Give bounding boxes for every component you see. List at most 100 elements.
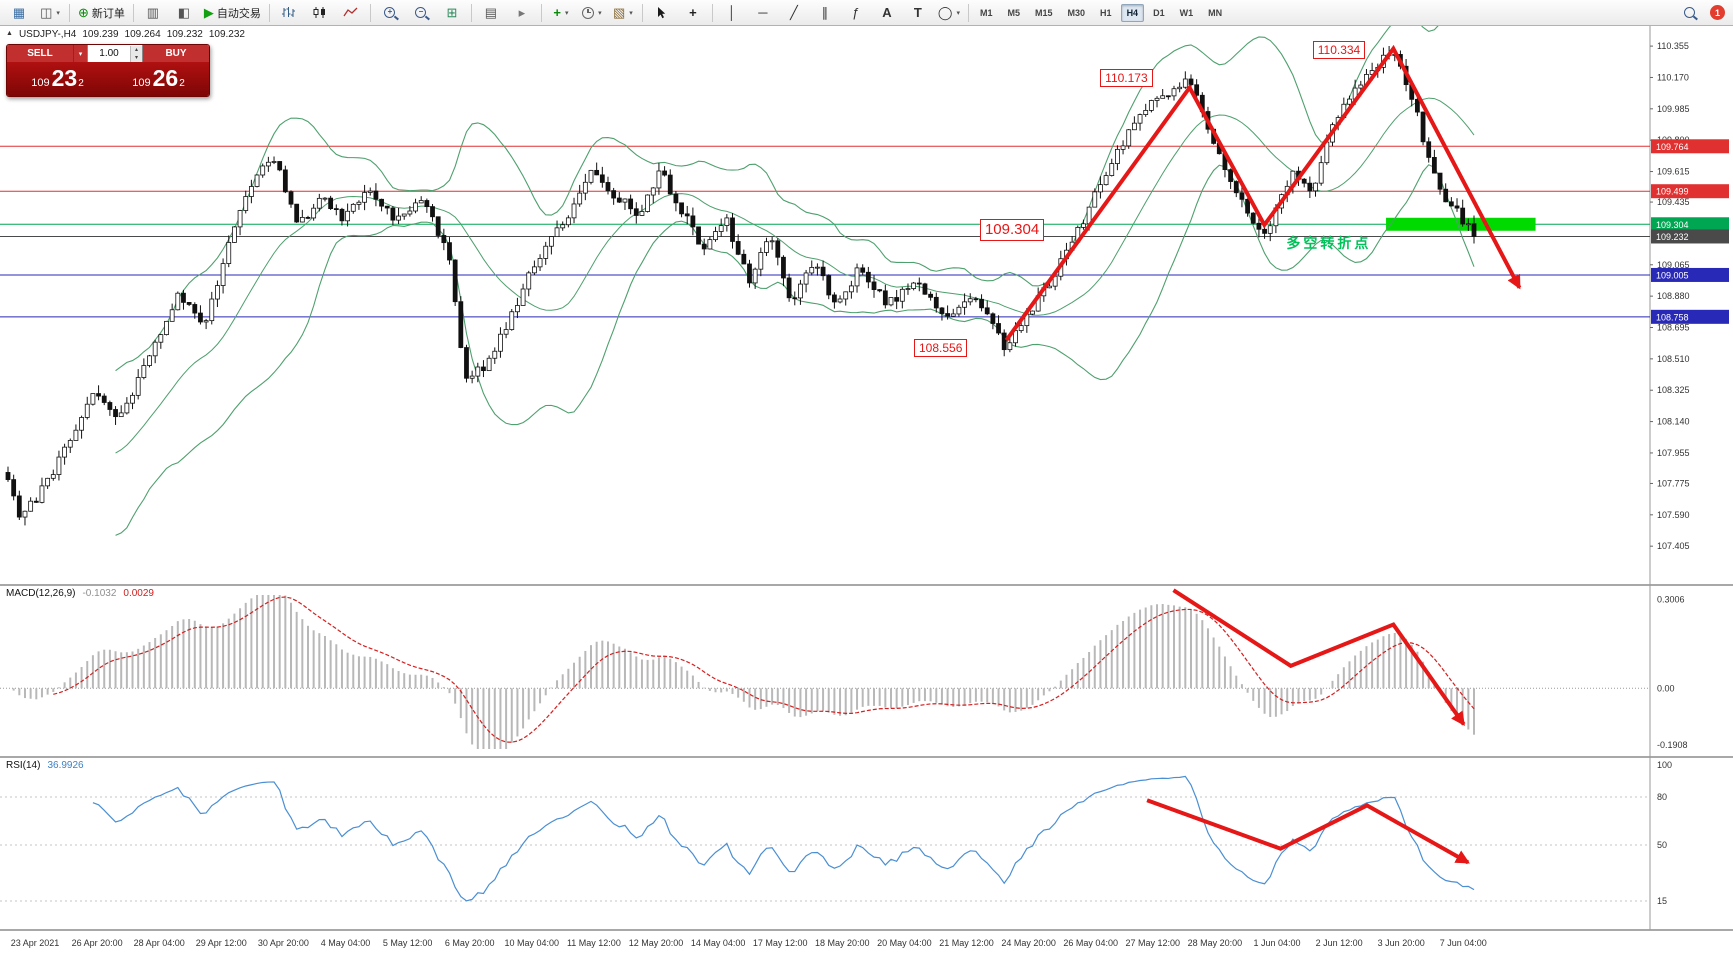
time-axis[interactable]: 23 Apr 2021 26 Apr 20:00 28 Apr 04:00 29 Ap… — [11, 938, 1487, 948]
market-watch-button[interactable]: ▥ — [138, 2, 168, 24]
svg-text:107.775: 107.775 — [1657, 478, 1690, 488]
new-order-button[interactable]: ⊕ 新订单 — [74, 2, 129, 24]
svg-text:2 Jun 12:00: 2 Jun 12:00 — [1316, 938, 1363, 948]
vertical-line-button[interactable]: │ — [717, 2, 747, 24]
fibonacci-button[interactable]: ƒ — [841, 2, 871, 24]
tile-windows-icon: ⊞ — [446, 5, 458, 20]
svg-text:24 May 20:00: 24 May 20:00 — [1001, 938, 1056, 948]
line-chart-button[interactable] — [336, 2, 366, 24]
macd-layer: 0.3006 0.00 -0.1908 — [0, 594, 1688, 750]
order-type-dropdown[interactable]: ▾ — [73, 45, 87, 62]
equidistant-channel-icon: ∥ — [821, 5, 829, 20]
data-window-button[interactable]: ▤ — [476, 2, 506, 24]
sell-price-sup: 2 — [78, 78, 84, 89]
shapes-icon: ◯ — [937, 5, 953, 20]
svg-text:10 May 04:00: 10 May 04:00 — [505, 938, 560, 948]
svg-text:5 May 12:00: 5 May 12:00 — [383, 938, 433, 948]
stepper-up-icon[interactable]: ▴ — [131, 45, 142, 54]
buy-price[interactable]: 109 26 2 — [108, 62, 209, 96]
timeframe-mn-button[interactable]: MN — [1208, 7, 1223, 18]
toolbar-groups: ▦ ◫ ▾ ⊕ 新订单 ▥ ◧ ▶ 自动交易 + − ⊞ ▤ ▸ + ▾ ▾ ▧ ▾ + │ ─ ╱ ∥ ƒ A T ◯ ▾ M1 M5 M1… — [4, 2, 1229, 24]
svg-text:29 Apr 12:00: 29 Apr 12:00 — [196, 938, 247, 948]
sell-price[interactable]: 109 23 2 — [7, 62, 108, 96]
crosshair-button[interactable]: + — [678, 2, 708, 24]
zoom-out-icon: − — [415, 7, 427, 18]
timeframe-h4-button[interactable]: H4 — [1120, 3, 1145, 22]
svg-text:100: 100 — [1657, 760, 1672, 770]
svg-text:3 Jun 20:00: 3 Jun 20:00 — [1378, 938, 1425, 948]
chart-note-text[interactable]: 多空转折点 — [1286, 235, 1372, 252]
timeframe-h1-button[interactable]: H1 — [1100, 7, 1112, 18]
chart-window: 110.355110.170109.985109.800109.615109.4… — [0, 26, 1733, 955]
macd-signal-value: 0.0029 — [123, 588, 154, 599]
svg-text:28 May 20:00: 28 May 20:00 — [1188, 938, 1243, 948]
svg-text:109.005: 109.005 — [1656, 270, 1689, 280]
chart-canvas[interactable]: 110.355110.170109.985109.800109.615109.4… — [0, 26, 1733, 955]
price-annotation-108556[interactable]: 108.556 — [913, 338, 968, 357]
svg-text:109.499: 109.499 — [1656, 187, 1689, 197]
candlestick-chart-button[interactable] — [305, 2, 335, 24]
svg-text:20 May 04:00: 20 May 04:00 — [877, 938, 932, 948]
zoom-in-button[interactable]: + — [375, 2, 405, 24]
templates-button[interactable]: ▧ ▾ — [608, 2, 638, 24]
toolbar-separator — [641, 3, 643, 22]
shapes-button[interactable]: ◯ ▾ — [934, 2, 964, 24]
tile-windows-button[interactable]: ⊞ — [437, 2, 467, 24]
rsi-label: RSI(14) — [6, 760, 41, 771]
horizontal-line-button[interactable]: ─ — [748, 2, 778, 24]
lot-size-field[interactable]: 1.00 ▴ ▾ — [87, 45, 143, 62]
svg-text:0.3006: 0.3006 — [1657, 594, 1685, 604]
search-button[interactable] — [1674, 2, 1704, 24]
chart-shift-button[interactable]: ▸ — [507, 2, 537, 24]
svg-text:-0.1908: -0.1908 — [1657, 740, 1688, 750]
navigator-button[interactable]: ◧ — [169, 2, 199, 24]
chart-profiles-dropdown-icon: ▾ — [56, 9, 60, 17]
expand-arrow-icon[interactable]: ▲ — [6, 30, 13, 37]
svg-text:107.405: 107.405 — [1657, 541, 1690, 551]
horizontal-lines-layer[interactable] — [0, 145, 1650, 318]
notification-badge[interactable]: 1 — [1710, 5, 1725, 20]
buy-label: BUY — [165, 48, 187, 59]
text-button[interactable]: A — [872, 2, 902, 24]
price-annotation-110173[interactable]: 110.173 — [1100, 69, 1153, 88]
lot-stepper[interactable]: ▴ ▾ — [130, 45, 142, 62]
market-watch-icon: ▥ — [146, 5, 160, 20]
autotrade-button[interactable]: ▶ 自动交易 — [200, 2, 265, 24]
svg-text:110.170: 110.170 — [1657, 72, 1689, 82]
trendline-button[interactable]: ╱ — [779, 2, 809, 24]
new-chart-button[interactable]: ▦ — [4, 2, 34, 24]
timeframe-m15-button[interactable]: M15 — [1035, 7, 1053, 18]
buy-price-prefix: 109 — [132, 77, 151, 89]
svg-text:108.880: 108.880 — [1657, 291, 1690, 301]
timeframe-d1-button[interactable]: D1 — [1153, 7, 1165, 18]
timeframe-w1-button[interactable]: W1 — [1179, 7, 1194, 18]
rsi-label-row: RSI(14) 36.9926 — [6, 760, 84, 771]
timeframe-m30-button[interactable]: M30 — [1067, 7, 1086, 18]
text-label-icon: T — [913, 5, 922, 20]
lot-size-value[interactable]: 1.00 — [99, 48, 119, 59]
price-axis[interactable]: 110.355110.170109.985109.800109.615109.4… — [1650, 41, 1729, 551]
svg-text:110.355: 110.355 — [1657, 41, 1689, 51]
periods-button[interactable]: ▾ — [577, 2, 607, 24]
stepper-down-icon[interactable]: ▾ — [131, 53, 142, 62]
timeframe-m5-button[interactable]: M5 — [1007, 7, 1021, 18]
svg-text:11 May 12:00: 11 May 12:00 — [567, 938, 621, 948]
chart-profiles-button[interactable]: ◫ ▾ — [35, 2, 65, 24]
new-chart-icon: ▦ — [12, 5, 26, 20]
buy-button[interactable]: BUY — [143, 45, 209, 62]
svg-text:1 Jun 04:00: 1 Jun 04:00 — [1253, 938, 1300, 948]
equidistant-channel-button[interactable]: ∥ — [810, 2, 840, 24]
sell-button[interactable]: SELL — [7, 45, 73, 62]
toolbar-separator — [69, 3, 70, 22]
trend-arrows-layer[interactable] — [1004, 44, 1522, 865]
svg-text:109.764: 109.764 — [1656, 142, 1689, 152]
timeframe-m1-button[interactable]: M1 — [979, 7, 993, 18]
panel-frame — [0, 26, 1733, 931]
zoom-out-button[interactable]: − — [406, 2, 436, 24]
indicators-add-button[interactable]: + ▾ — [546, 2, 576, 24]
price-annotation-109304[interactable]: 109.304 — [979, 219, 1045, 242]
price-annotation-110334[interactable]: 110.334 — [1312, 41, 1366, 60]
bar-chart-button[interactable] — [274, 2, 304, 24]
cursor-button[interactable] — [647, 2, 677, 24]
text-label-button[interactable]: T — [903, 2, 933, 24]
